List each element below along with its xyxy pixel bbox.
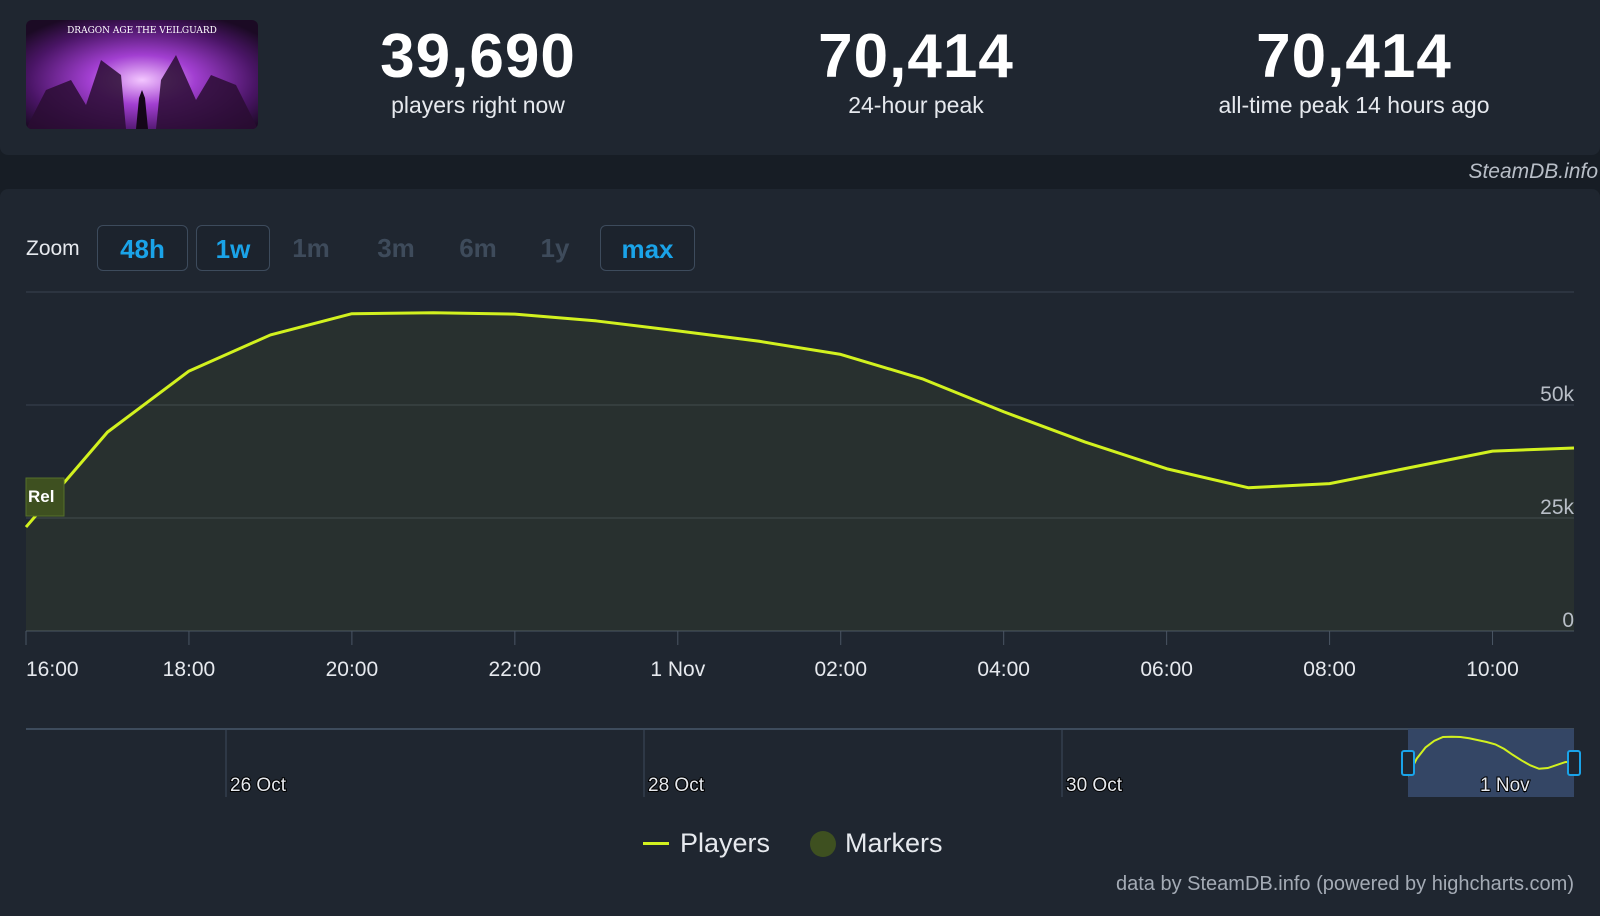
game-logo-text: DRAGON AGE THE VEILGUARD xyxy=(67,26,217,36)
y-tick-label: 0 xyxy=(1562,609,1574,632)
x-tick-label: 18:00 xyxy=(163,658,216,681)
navigator-label: 1 Nov xyxy=(1480,775,1530,796)
zoom-1m-button[interactable]: 1m xyxy=(292,233,330,263)
legend-players-label: Players xyxy=(680,828,771,858)
x-tick-label: 08:00 xyxy=(1303,658,1356,681)
zoom-max-button[interactable]: max xyxy=(600,225,695,271)
zoom-label: Zoom xyxy=(26,237,80,260)
legend-markers-label: Markers xyxy=(845,828,943,858)
chart-grid xyxy=(26,291,1574,632)
x-tick-label: 16:00 xyxy=(26,658,79,681)
zoom-1w-button[interactable]: 1w xyxy=(196,225,270,271)
steamdb-credit-top[interactable]: SteamDB.info xyxy=(1468,160,1598,183)
players-now-label: players right now xyxy=(391,92,565,118)
legend-markers[interactable]: Markers xyxy=(810,828,943,859)
legend-dot-icon xyxy=(810,830,836,857)
24h-peak-label: 24-hour peak xyxy=(848,92,984,118)
game-thumbnail[interactable]: DRAGON AGE THE VEILGUARD xyxy=(26,20,258,129)
release-marker-label: Rel xyxy=(28,487,54,506)
stat-players-now: 39,690 players right now xyxy=(308,22,648,118)
navigator-label: 28 Oct xyxy=(648,775,705,796)
x-tick-label: 06:00 xyxy=(1140,658,1193,681)
stat-24h-peak: 70,414 24-hour peak xyxy=(746,22,1086,118)
players-now-value: 39,690 xyxy=(380,22,576,91)
navigator-handle-right xyxy=(1567,750,1581,776)
x-tick-label: 10:00 xyxy=(1466,658,1519,681)
navigator-series xyxy=(1407,735,1575,777)
x-tick-label: 1 Nov xyxy=(650,658,705,681)
chart-panel xyxy=(0,189,1600,916)
y-tick-label: 50k xyxy=(1540,383,1574,406)
release-marker[interactable]: Rel xyxy=(25,477,65,517)
24h-peak-value: 70,414 xyxy=(818,22,1014,91)
navigator[interactable]: 26 Oct 28 Oct 30 Oct 1 Nov xyxy=(26,728,1581,797)
all-time-peak-label: all-time peak 14 hours ago xyxy=(1218,92,1490,118)
x-tick-label: 04:00 xyxy=(977,658,1030,681)
players-line xyxy=(24,311,1575,529)
y-axis-labels: 0 25k 50k xyxy=(1540,383,1574,632)
zoom-6m-button[interactable]: 6m xyxy=(459,233,497,263)
players-area xyxy=(26,312,1574,631)
navigator-label: 30 Oct xyxy=(1066,775,1123,796)
legend-line-icon xyxy=(643,842,669,845)
zoom-3m-button[interactable]: 3m xyxy=(377,233,415,263)
release-marker-box[interactable] xyxy=(25,477,65,517)
stat-all-time-peak: 70,414 all-time peak 14 hours ago xyxy=(1184,22,1524,118)
navigator-handle-left xyxy=(1401,750,1415,776)
chart-credits[interactable]: data by SteamDB.info (powered by highcha… xyxy=(1116,873,1574,895)
x-tick-label: 02:00 xyxy=(814,658,867,681)
all-time-peak-value: 70,414 xyxy=(1256,22,1452,91)
zoom-1y-button[interactable]: 1y xyxy=(540,233,570,263)
zoom-48h-button[interactable]: 48h xyxy=(97,225,188,271)
y-tick-label: 25k xyxy=(1540,496,1574,519)
stats-bar: DRAGON AGE THE VEILGUARD 39,690 players … xyxy=(0,0,1600,155)
x-axis-labels: 16:00 18:00 20:00 22:00 1 Nov 02:00 04:00 06:00… xyxy=(25,631,1519,681)
legend-players[interactable]: Players xyxy=(643,828,770,859)
x-tick-label: 22:00 xyxy=(489,658,542,681)
x-tick-label: 20:00 xyxy=(326,658,379,681)
navigator-label: 26 Oct xyxy=(230,775,287,796)
